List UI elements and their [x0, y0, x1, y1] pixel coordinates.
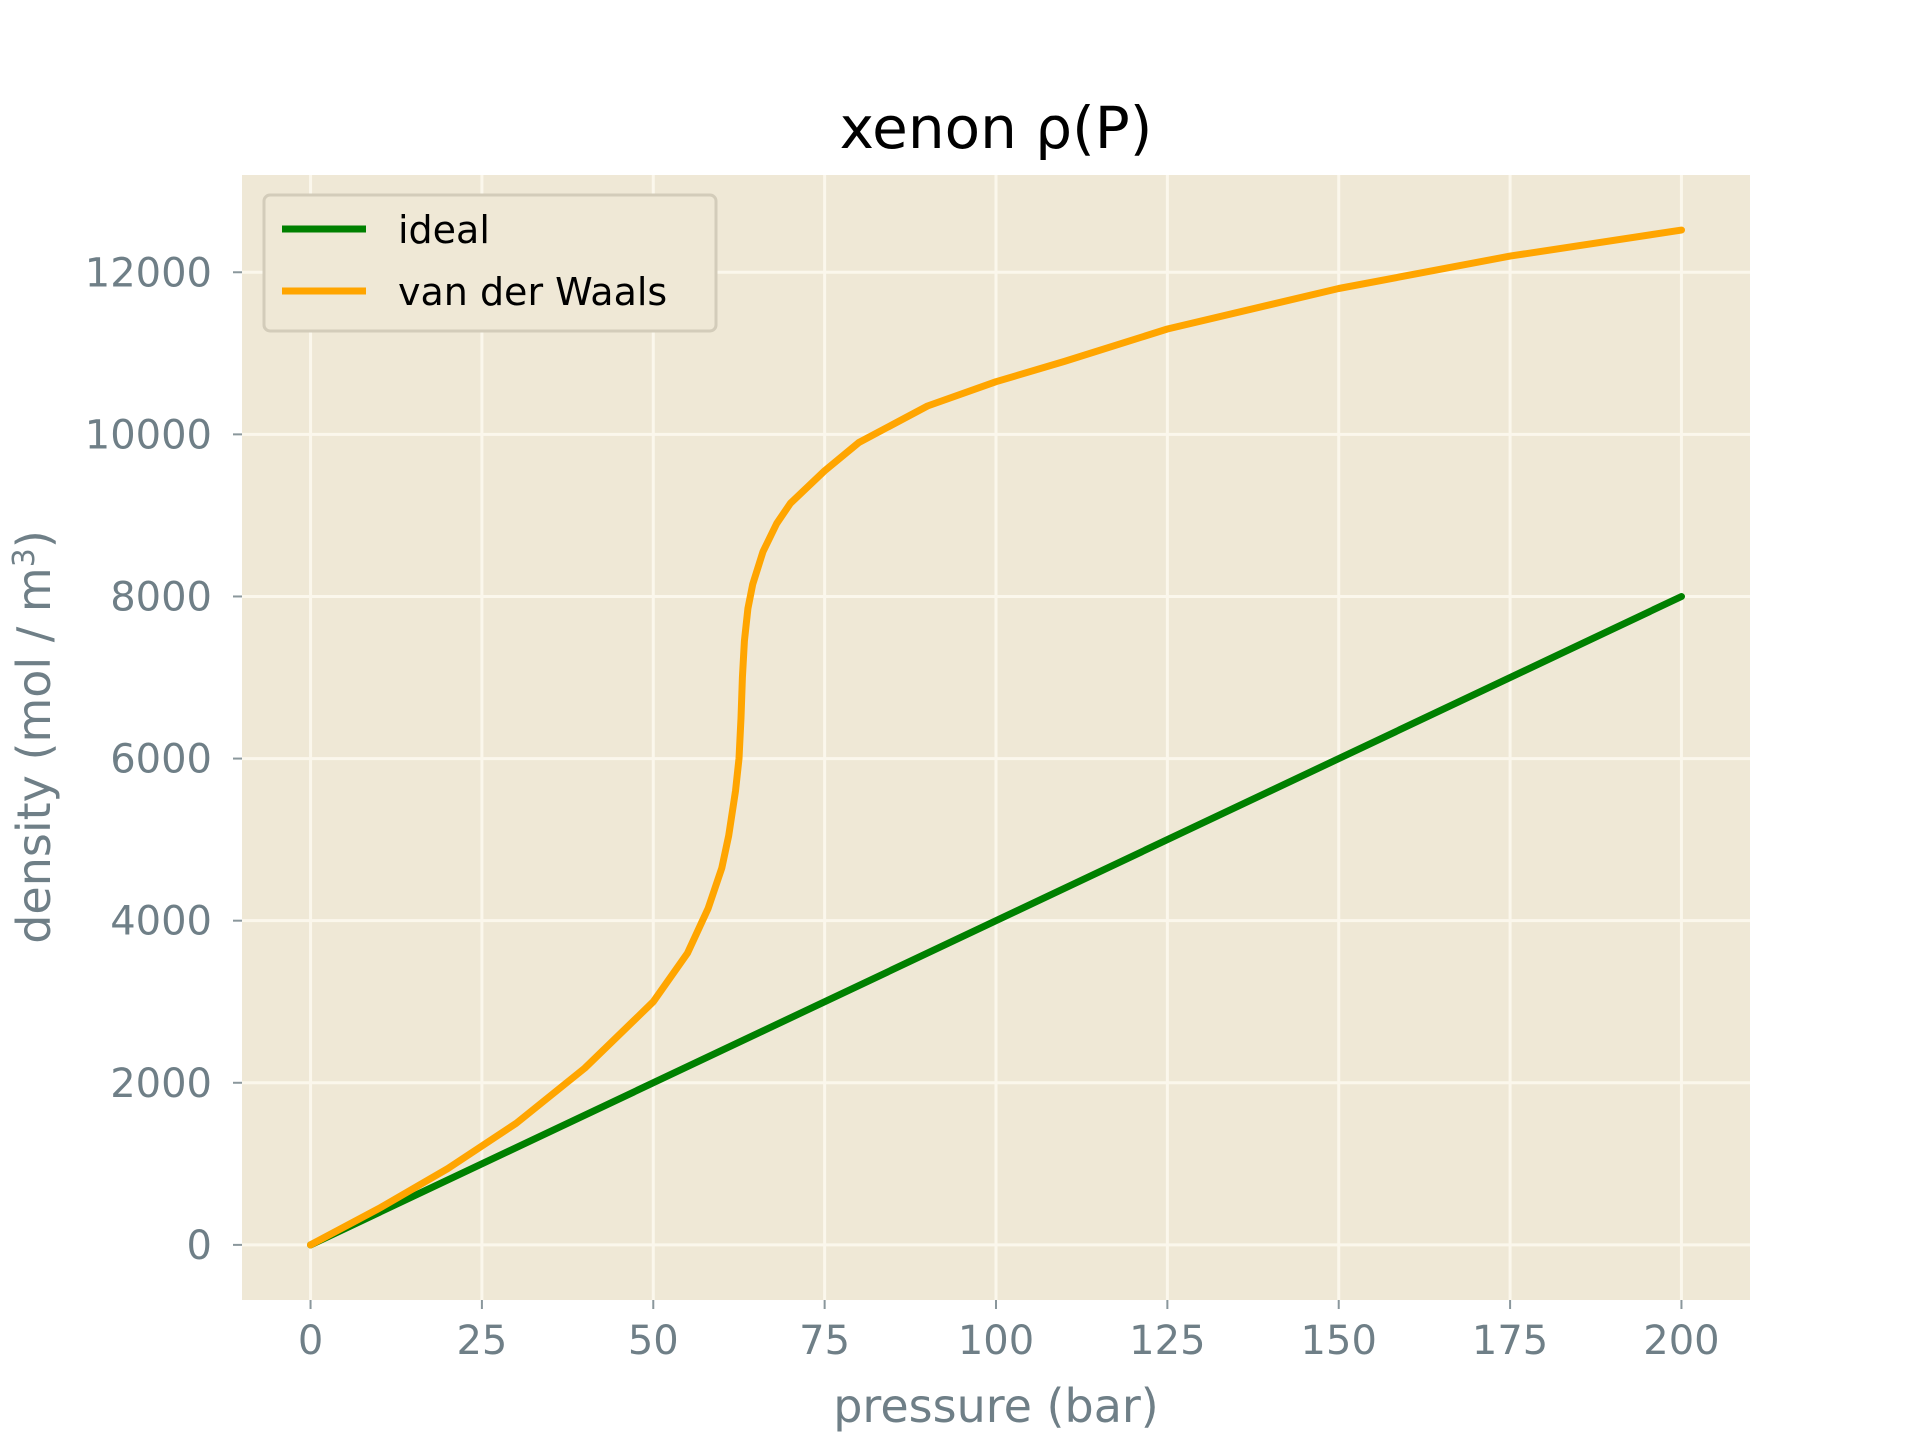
x-tick-label: 150	[1301, 1318, 1377, 1364]
y-tick-label: 4000	[110, 899, 212, 945]
series-line-van-der-waals	[307, 226, 1685, 1249]
y-axis-label-close: )	[7, 530, 61, 548]
legend-label-van-der-waals: van der Waals	[398, 270, 667, 314]
y-tick-label: 8000	[110, 574, 212, 620]
grid-lines	[242, 175, 1750, 1300]
y-tick-label: 2000	[110, 1061, 212, 1107]
x-axis-ticks: 0 25 50 75 100 125 150 175 200	[298, 1300, 1720, 1364]
y-axis-label: density (mol / m3)	[7, 530, 61, 944]
x-tick-label: 200	[1643, 1318, 1719, 1364]
x-tick-label: 100	[958, 1318, 1034, 1364]
legend: ideal van der Waals	[262, 193, 718, 333]
x-tick-label: 75	[799, 1318, 850, 1364]
x-tick-label: 0	[298, 1318, 323, 1364]
y-tick-label: 6000	[110, 737, 212, 783]
chart-title: xenon ρ(P)	[840, 94, 1153, 162]
x-axis-label: pressure (bar)	[833, 1379, 1159, 1433]
y-axis-label-superscript: 3	[7, 548, 42, 567]
series-line-ideal	[307, 593, 1685, 1249]
series-layer	[307, 226, 1685, 1249]
x-tick-label: 25	[456, 1318, 507, 1364]
y-tick-label: 10000	[85, 412, 212, 458]
y-tick-label: 0	[187, 1223, 212, 1269]
y-axis-label-main: density (mol / m	[7, 567, 61, 944]
legend-label-ideal: ideal	[398, 208, 490, 252]
y-axis-ticks: 0 2000 4000 6000 8000 10000 12000	[85, 250, 242, 1269]
x-tick-label: 175	[1472, 1318, 1548, 1364]
x-tick-label: 125	[1129, 1318, 1205, 1364]
legend-box	[262, 193, 718, 333]
y-tick-label: 12000	[85, 250, 212, 296]
x-tick-label: 50	[628, 1318, 679, 1364]
